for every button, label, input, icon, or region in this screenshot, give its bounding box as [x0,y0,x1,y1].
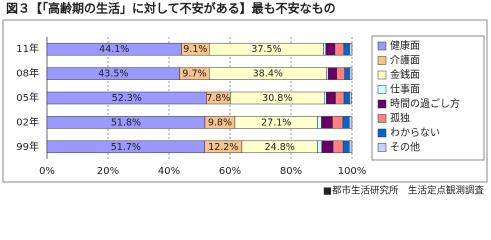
value-label: 9.1% [183,44,207,55]
legend-label: 金銭面 [390,68,420,81]
bar-segment [317,116,322,129]
legend-label: 介護面 [390,54,420,67]
value-label: 9.7% [182,69,206,80]
source: ■都市生活研究所 生活定点観測調査 [323,185,484,197]
y-tick-label: 02年 [16,115,39,128]
value-label: 52.3% [112,93,142,104]
x-tick-label: 40% [158,166,180,177]
bar-segment [349,140,353,154]
legend-swatch [377,70,387,80]
x-tick-label: 20% [97,166,119,177]
legend-label: 仕事面 [390,83,420,96]
value-label: 51.8% [111,117,141,128]
legend-swatch [377,99,387,109]
legend-label: 健康面 [390,39,420,52]
bar-segment [334,42,345,56]
legend-swatch [377,56,387,65]
bar-segment [349,91,352,105]
value-label: 51.7% [111,142,141,153]
bar-segment [326,91,336,105]
bar-segment [317,140,323,154]
bar-segment [343,42,350,56]
value-label: 43.5% [98,69,128,80]
bar-segment [323,91,327,105]
bar-segment [335,91,345,105]
value-label: 7.8% [206,93,230,104]
bar-segment [332,116,344,129]
legend-swatch [377,143,387,152]
x-tick-label: 0% [39,166,55,177]
legend-swatch [377,85,387,94]
bar-segment [323,42,327,56]
value-label: 44.1% [99,44,129,55]
value-label: 24.8% [265,142,295,153]
value-label: 12.2% [208,142,238,153]
legend-label: 時間の過ごし方 [390,97,460,110]
legend-label: その他 [390,141,420,154]
bar-segment [349,67,353,80]
bar-segment [325,42,336,56]
bar-segment [321,116,333,129]
value-label: 9.8% [208,117,232,128]
chart: 図３【「高齢期の生活」に対して不安がある】最も不安なもの ■都市生活研究所 生活… [2,1,488,197]
value-label: 27.1% [261,117,291,128]
legend-box [371,35,485,161]
chart-frame [2,19,488,183]
bar-segment [349,116,353,129]
bar-segment [321,140,334,154]
chart-title: 図３【「高齢期の生活」に対して不安がある】最も不安なもの [6,1,336,16]
bar-segment [342,116,350,129]
value-label: 38.4% [253,69,283,80]
bar-segment [342,140,350,154]
bar-segment [336,67,345,80]
value-label: 37.5% [251,44,281,55]
legend-swatch [377,41,387,51]
legend-label: わからない [390,127,440,139]
x-tick-label: 100% [338,166,367,177]
y-tick-label: 99年 [16,140,39,153]
bar-segment [349,42,353,56]
y-tick-label: 11年 [16,42,39,55]
legend-label: 孤独 [390,112,410,125]
legend-swatch [377,114,387,123]
bar-segment [327,67,337,80]
bar-segment [344,67,350,80]
bar-segment [332,140,344,154]
y-tick-label: 05年 [16,91,39,104]
bar-segment [343,91,350,105]
legend-swatch [377,128,387,138]
bar-segment [326,67,329,80]
x-tick-label: 80% [280,166,302,177]
y-tick-label: 08年 [16,67,39,80]
value-label: 30.8% [262,93,292,104]
x-tick-label: 60% [219,166,241,177]
